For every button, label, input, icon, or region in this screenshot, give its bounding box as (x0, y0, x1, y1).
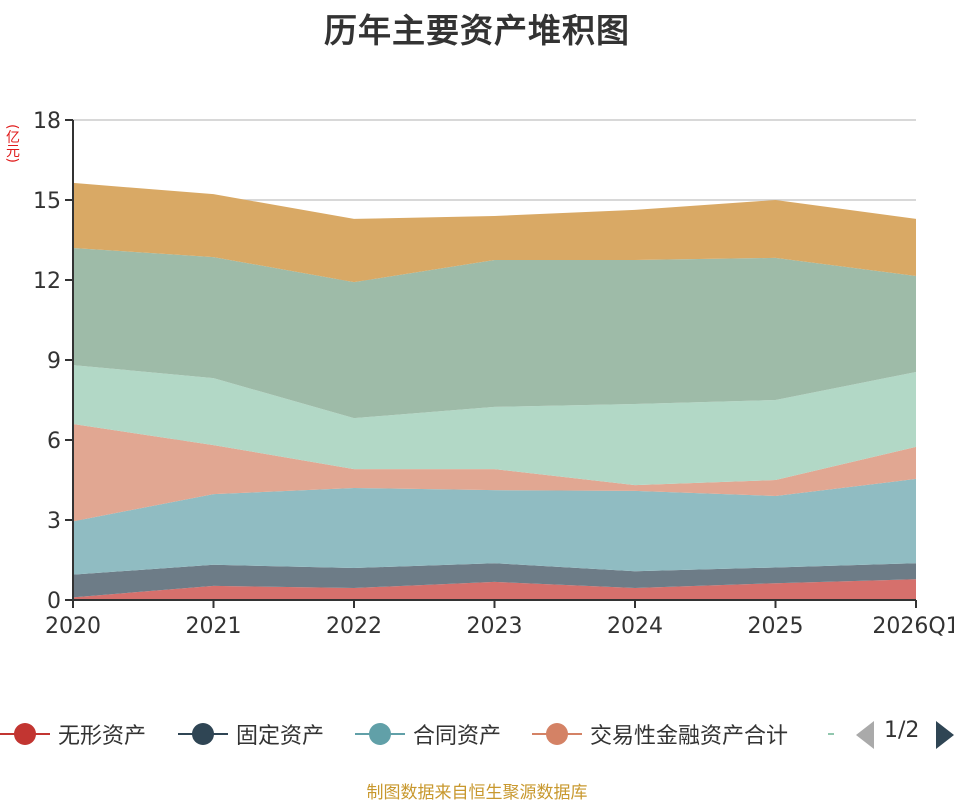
area-series (73, 182, 916, 600)
area-series-6[interactable] (73, 248, 916, 419)
legend-item-intangible-assets[interactable]: 无形资产 (0, 716, 146, 752)
legend-item-contract-assets[interactable]: 合同资产 (355, 716, 501, 752)
legend-label: 交易性金融资产合计 (590, 724, 789, 749)
data-source-note: 制图数据来自恒生聚源数据库 (366, 783, 588, 803)
legend-label: 固定资产 (236, 724, 325, 749)
legend: 无形资产 固定资产 合同资产 交易性金融资产合计 (0, 716, 954, 752)
y-tick-label: 0 (47, 589, 61, 614)
legend-item-fixed-assets[interactable]: 固定资产 (178, 716, 324, 752)
area-series-1[interactable] (73, 579, 916, 600)
y-tick-label: 3 (47, 509, 61, 534)
legend-marker-icon (0, 716, 50, 752)
axes: 0 3 6 9 12 15 18 2020 2021 2022 2023 2024 2025 2026Q1 (33, 109, 954, 639)
y-tick-label: 9 (47, 349, 61, 374)
x-tick-label: 2025 (748, 614, 804, 639)
y-tick-label: 15 (33, 189, 61, 214)
stacked-area-chart: 0 3 6 9 12 15 18 2020 2021 2022 2023 2024 2025 2026Q1 (33, 109, 954, 639)
legend-marker-icon (178, 716, 228, 752)
x-tick-label: 2024 (607, 614, 663, 639)
legend-label: 合同资产 (413, 724, 502, 749)
x-tick-label: 2020 (45, 614, 101, 639)
y-axis-unit-label: (亿元) (4, 124, 20, 163)
x-tick-label: 2026Q1 (872, 614, 954, 639)
legend-next-page-icon[interactable] (936, 721, 954, 749)
legend-page-indicator: 1/2 (884, 718, 920, 743)
x-tick-label: 2022 (326, 614, 382, 639)
area-series-5[interactable] (73, 365, 916, 486)
legend-label: 无形资产 (58, 724, 147, 749)
chart-title: 历年主要资产堆积图 (324, 11, 630, 50)
legend-item-partial-marker (828, 733, 834, 735)
legend-prev-page-icon[interactable] (856, 721, 874, 749)
x-tick-label: 2023 (467, 614, 523, 639)
y-tick-label: 12 (33, 269, 61, 294)
area-series-7[interactable] (73, 182, 916, 283)
y-tick-label: 18 (33, 109, 61, 134)
legend-item-trading-financial-assets[interactable]: 交易性金融资产合计 (532, 716, 788, 752)
area-series-2[interactable] (73, 563, 916, 598)
y-tick-label: 6 (47, 429, 61, 454)
area-series-3[interactable] (73, 478, 916, 575)
legend-marker-icon (355, 716, 405, 752)
legend-marker-icon (532, 716, 582, 752)
area-series-4[interactable] (73, 424, 916, 522)
x-tick-label: 2021 (186, 614, 242, 639)
